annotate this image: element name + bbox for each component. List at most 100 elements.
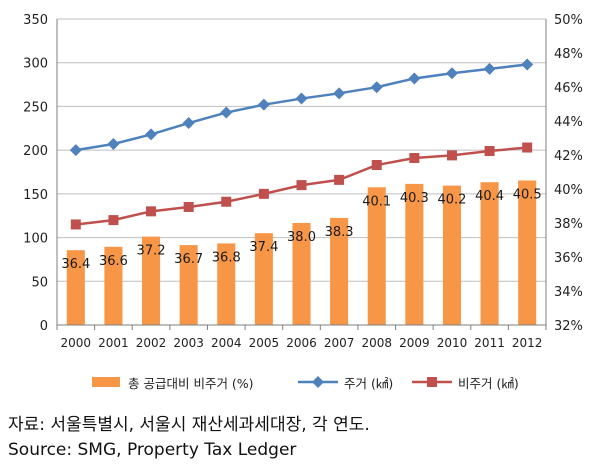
left-axis-tick-label: 250 bbox=[23, 100, 48, 115]
legend-swatch-bar bbox=[92, 377, 120, 387]
residential-point bbox=[333, 87, 346, 100]
right-axis-tick-label: 38% bbox=[554, 217, 583, 232]
left-axis-tick-label: 0 bbox=[40, 319, 48, 334]
bar-data-label: 36.4 bbox=[61, 257, 90, 272]
right-axis-tick-label: 40% bbox=[554, 183, 583, 198]
nonresidential-point bbox=[146, 206, 157, 217]
residential-point bbox=[408, 72, 421, 85]
left-axis-tick-label: 100 bbox=[23, 232, 48, 247]
gridlines bbox=[57, 18, 546, 282]
x-axis-tick-label: 2004 bbox=[211, 336, 242, 350]
bar-data-label: 36.8 bbox=[212, 250, 241, 265]
residential-point bbox=[220, 106, 233, 119]
right-axis-tick-label: 32% bbox=[554, 319, 583, 334]
bar bbox=[518, 180, 537, 325]
left-axis-tick-label: 200 bbox=[23, 144, 48, 159]
source-note-korean: 자료: 서울특별시, 서울시 재산세과세대장, 각 연도. bbox=[8, 415, 370, 435]
x-axis-tick-label: 2005 bbox=[249, 336, 280, 350]
residential-point bbox=[445, 67, 458, 80]
nonresidential-point bbox=[70, 219, 81, 230]
nonresidential-point bbox=[183, 201, 194, 212]
right-axis-tick-label: 36% bbox=[554, 251, 583, 266]
bar bbox=[292, 223, 311, 325]
bar bbox=[104, 246, 123, 325]
x-axis-tick-label: 2010 bbox=[437, 336, 468, 350]
bar bbox=[179, 245, 198, 325]
bar-data-label: 37.2 bbox=[137, 244, 166, 259]
residential-line bbox=[75, 63, 528, 152]
x-axis-tick-label: 2002 bbox=[136, 336, 167, 350]
nonresidential-point bbox=[221, 196, 232, 207]
right-axis-tick-label: 46% bbox=[554, 81, 583, 96]
x-axis-tick-label: 2006 bbox=[286, 336, 317, 350]
nonresidential-point bbox=[446, 150, 457, 161]
nonresidential-point bbox=[108, 215, 119, 226]
bar-series bbox=[66, 180, 537, 325]
left-axis-tick-label: 50 bbox=[31, 275, 48, 290]
line-series bbox=[69, 58, 534, 230]
left-axis-tick-label: 350 bbox=[23, 13, 48, 28]
legend-swatch-nonresidential bbox=[412, 377, 452, 387]
residential-point bbox=[483, 62, 496, 75]
bar-data-label: 37.4 bbox=[249, 240, 278, 255]
bar-data-label: 38.0 bbox=[287, 230, 316, 245]
residential-point bbox=[521, 58, 534, 71]
bar bbox=[367, 187, 386, 325]
nonresidential-point bbox=[334, 174, 345, 185]
bar-data-label: 36.7 bbox=[174, 252, 203, 267]
bar bbox=[330, 217, 349, 325]
nonresidential-point bbox=[409, 153, 420, 164]
bar-data-label: 40.3 bbox=[400, 191, 429, 206]
legend-label-bar: 총 공급대비 비주거 (%) bbox=[128, 375, 254, 391]
right-axis-tick-label: 48% bbox=[554, 47, 583, 62]
right-axis-tick-label: 34% bbox=[554, 285, 583, 300]
right-axis-tick-label: 42% bbox=[554, 149, 583, 164]
legend-item-nonresidential: 비주거 (㎢) bbox=[410, 372, 519, 392]
residential-point bbox=[182, 117, 195, 130]
legend-swatch-residential bbox=[298, 376, 338, 388]
combo-chart: 36.4 36.6 37.2 36.7 36.8 37.4 38.0 38.3 40.1 40.3… bbox=[23, 13, 583, 350]
right-axis-tick-label: 44% bbox=[554, 115, 583, 130]
bar-data-label: 40.5 bbox=[513, 188, 542, 203]
legend-item-residential: 주거 (㎢) bbox=[296, 372, 393, 392]
left-axis-tick-label: 300 bbox=[23, 57, 48, 72]
bar bbox=[254, 233, 273, 325]
bar bbox=[142, 236, 161, 325]
source-note-english: Source: SMG, Property Tax Ledger bbox=[8, 440, 297, 460]
x-axis-tick-label: 2008 bbox=[361, 336, 392, 350]
residential-point bbox=[257, 98, 270, 111]
residential-point bbox=[69, 144, 82, 157]
legend-label-nonresidential: 비주거 (㎢) bbox=[458, 375, 519, 391]
x-axis-tick-label: 2011 bbox=[474, 336, 505, 350]
axes: 0 50 100 150 200 250 300 350 32% 34% 36% 38% 40% 42% 4… bbox=[23, 13, 583, 350]
left-axis-tick-label: 150 bbox=[23, 188, 48, 203]
residential-point bbox=[295, 92, 308, 105]
bar bbox=[217, 243, 236, 325]
residential-point bbox=[107, 138, 120, 151]
x-axis-tick-label: 2001 bbox=[98, 336, 129, 350]
bar bbox=[480, 182, 499, 325]
bar-data-labels: 36.4 36.6 37.2 36.7 36.8 37.4 38.0 38.3 40.1 40.3… bbox=[61, 188, 541, 273]
bar-data-label: 36.6 bbox=[99, 254, 128, 269]
right-axis-tick-label: 50% bbox=[554, 13, 583, 28]
bar bbox=[66, 250, 85, 325]
legend-label-residential: 주거 (㎢) bbox=[344, 375, 394, 391]
bar-data-label: 40.2 bbox=[437, 193, 466, 208]
bar-data-label: 38.3 bbox=[325, 225, 354, 240]
bar bbox=[442, 185, 461, 325]
nonresidential-point bbox=[258, 188, 269, 199]
bar-data-label: 40.1 bbox=[362, 194, 391, 209]
residential-point bbox=[145, 128, 158, 141]
x-axis-tick-label: 2012 bbox=[512, 336, 543, 350]
x-axis-tick-label: 2009 bbox=[399, 336, 430, 350]
legend-item-bar: 총 공급대비 비주거 (%) bbox=[92, 372, 254, 392]
nonresidential-point bbox=[296, 180, 307, 191]
bar bbox=[405, 183, 424, 325]
nonresidential-point bbox=[484, 146, 495, 157]
x-axis-tick-label: 2003 bbox=[173, 336, 204, 350]
legend: 총 공급대비 비주거 (%) 주거 (㎢) 비주거 (㎢) bbox=[0, 372, 603, 394]
nonresidential-point bbox=[522, 142, 533, 153]
x-axis-tick-label: 2000 bbox=[61, 336, 92, 350]
x-axis-tick-label: 2007 bbox=[324, 336, 355, 350]
nonresidential-point bbox=[371, 160, 382, 171]
